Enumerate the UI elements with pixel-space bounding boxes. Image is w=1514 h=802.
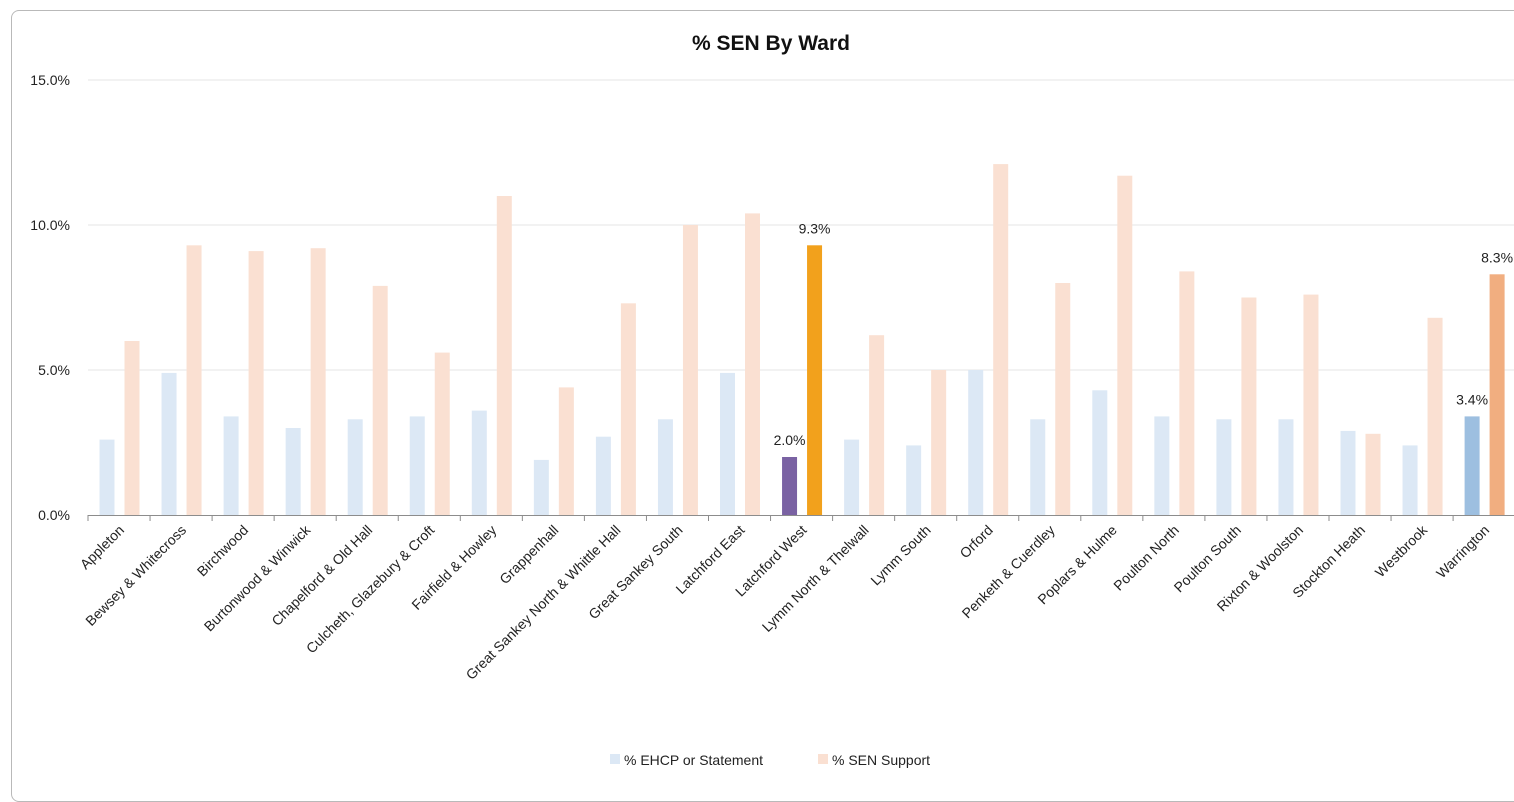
bar-sen-support-appleton	[124, 341, 140, 515]
bar-sen-support-poulton-south	[1241, 297, 1257, 515]
bar-ehcp-or-statement-bewsey-whitecross	[161, 372, 177, 515]
bar-sen-support-chapelford-old-hall	[372, 285, 388, 515]
bar-ehcp-or-statement-lymm-south	[906, 445, 922, 515]
legend: % EHCP or Statement % SEN Support	[610, 752, 930, 768]
bar-sen-support-latchford-west	[807, 245, 823, 516]
gridlines	[88, 79, 1514, 371]
bar-ehcp-or-statement-warrington	[1464, 416, 1480, 515]
legend-swatch-sen-support	[818, 754, 828, 764]
bar-ehcp-or-statement-appleton	[99, 439, 115, 515]
y-tick-label: 5.0%	[38, 362, 70, 378]
x-tick-label: Burtonwood & Winwick	[201, 521, 314, 634]
chart-title: % SEN By Ward	[692, 32, 850, 55]
bar-ehcp-or-statement-lymm-north-thelwall	[844, 439, 860, 515]
bar-ehcp-or-statement-latchford-west	[782, 457, 798, 515]
x-tick-label: Culcheth, Glazebury & Croft	[303, 522, 438, 657]
bar-sen-support-orford	[993, 164, 1009, 515]
bar-sen-support-westbrook	[1427, 317, 1443, 515]
data-label: 9.3%	[799, 220, 831, 236]
bar-sen-support-grappenhall	[558, 387, 574, 515]
x-tick-label: Lymm South	[867, 522, 934, 589]
bar-sen-support-poulton-north	[1179, 271, 1195, 515]
bar-sen-support-bewsey-whitecross	[186, 245, 202, 516]
x-tick-label: Warrington	[1433, 522, 1492, 581]
bar-ehcp-or-statement-culcheth-glazebury-croft	[409, 416, 425, 515]
bar-sen-support-culcheth-glazebury-croft	[434, 352, 450, 515]
bar-sen-support-poplars-hulme	[1117, 175, 1133, 515]
bar-sen-support-penketh-cuerdley	[1055, 283, 1071, 515]
bar-sen-support-birchwood	[248, 251, 264, 515]
x-tick-label: Orford	[956, 522, 995, 561]
bar-sen-support-warrington	[1489, 274, 1505, 515]
y-tick-label: 0.0%	[38, 507, 70, 523]
bar-ehcp-or-statement-grappenhall	[533, 459, 549, 515]
x-tick-label: Appleton	[77, 522, 127, 572]
bar-ehcp-or-statement-poulton-north	[1154, 416, 1170, 515]
bars	[99, 164, 1505, 516]
x-axis	[87, 515, 1514, 521]
bar-sen-support-great-sankey-south	[682, 225, 698, 515]
y-tick-label: 10.0%	[30, 217, 70, 233]
bar-ehcp-or-statement-penketh-cuerdley	[1030, 419, 1046, 515]
legend-swatch-ehcp-or-statement	[610, 754, 620, 764]
bar-ehcp-or-statement-stockton-heath	[1340, 430, 1356, 515]
chart-svg: % SEN By Ward 0.0% 5.0% 10.0% 15.0% Appleto…	[30, 32, 1514, 768]
data-label: 3.4%	[1456, 391, 1488, 407]
bar-sen-support-fairfield-howley	[496, 196, 512, 515]
bar-sen-support-rixton-woolston	[1303, 294, 1319, 515]
bar-ehcp-or-statement-latchford-east	[720, 372, 735, 515]
bar-sen-support-lymm-south	[931, 370, 947, 515]
bar-ehcp-or-statement-rixton-woolston	[1278, 419, 1294, 515]
legend-label: % SEN Support	[832, 752, 930, 768]
x-tick-label: Lymm North & Thelwall	[759, 522, 872, 635]
bar-sen-support-latchford-east	[745, 213, 760, 515]
bar-ehcp-or-statement-westbrook	[1402, 445, 1418, 515]
bar-sen-support-lymm-north-thelwall	[869, 335, 885, 515]
y-tick-label: 15.0%	[30, 72, 70, 88]
legend-label: % EHCP or Statement	[624, 752, 763, 768]
bar-ehcp-or-statement-fairfield-howley	[471, 410, 487, 515]
x-tick-label: Chapelford & Old Hall	[268, 522, 375, 629]
x-tick-label: Bewsey & Whitecross	[82, 522, 189, 629]
bar-ehcp-or-statement-chapelford-old-hall	[347, 419, 363, 515]
bar-ehcp-or-statement-orford	[968, 370, 984, 515]
y-axis-ticks: 0.0% 5.0% 10.0% 15.0%	[30, 72, 70, 523]
bar-ehcp-or-statement-great-sankey-south	[657, 419, 673, 515]
data-label: 2.0%	[774, 432, 806, 448]
x-tick-label: Birchwood	[194, 522, 252, 580]
bar-ehcp-or-statement-great-sankey-north-whittle-hall	[595, 436, 611, 515]
x-tick-label: Grappenhall	[496, 522, 561, 587]
bar-ehcp-or-statement-birchwood	[223, 416, 239, 515]
x-tick-label: Westbrook	[1372, 521, 1431, 580]
bar-ehcp-or-statement-burtonwood-winwick	[285, 428, 301, 515]
bar-sen-support-burtonwood-winwick	[310, 248, 326, 515]
data-labels: 2.0% 9.3% 3.4% 8.3%	[774, 220, 1513, 448]
bar-sen-support-stockton-heath	[1365, 433, 1381, 515]
bar-ehcp-or-statement-poulton-south	[1216, 419, 1232, 515]
bar-sen-support-great-sankey-north-whittle-hall	[620, 303, 636, 515]
data-label: 8.3%	[1481, 249, 1513, 265]
bar-ehcp-or-statement-poplars-hulme	[1092, 390, 1108, 515]
